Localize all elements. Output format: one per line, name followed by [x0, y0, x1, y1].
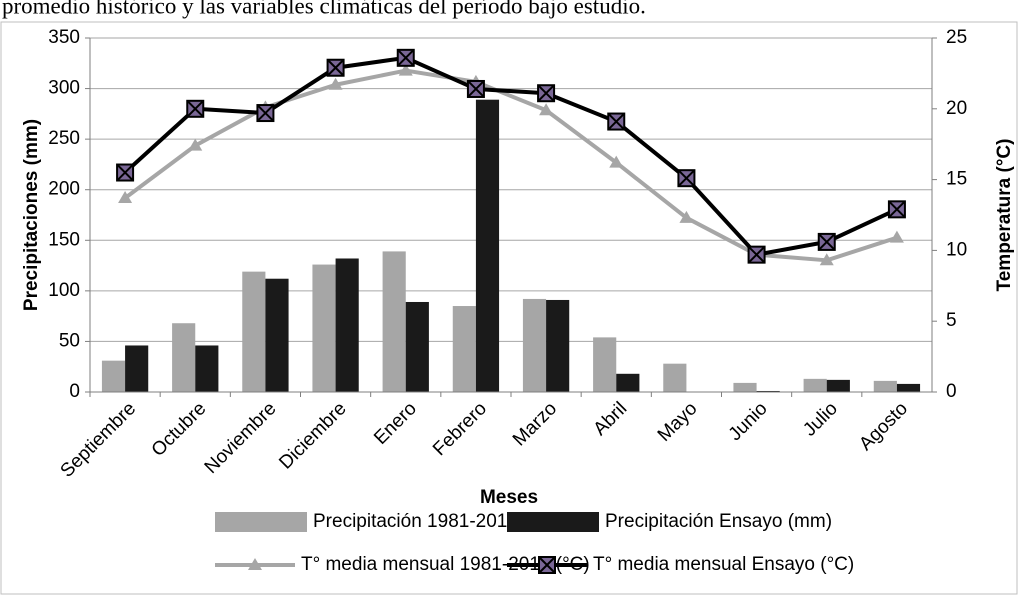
bar: [335, 258, 359, 392]
legend-label: T° media mensual Ensayo (°C): [593, 554, 854, 575]
line-marker: [889, 230, 904, 243]
legend-label: Precipitación 1981-2010 (mm): [313, 511, 568, 532]
line-marker-x: [539, 557, 555, 573]
y2-tick-label: 20: [946, 98, 967, 119]
y2-tick-label: 0: [946, 381, 957, 402]
x-tick-label: Febrero: [429, 398, 491, 460]
line-marker: [609, 155, 624, 168]
y2-tick-label: 25: [946, 27, 967, 48]
y-tick-label: 50: [59, 330, 80, 351]
x-axis-title: Meses: [480, 487, 538, 508]
y-tick-label: 150: [48, 229, 80, 250]
line-marker-x: [117, 164, 133, 181]
bar: [195, 345, 219, 392]
line-marker-x: [678, 170, 695, 186]
line-marker-x: [819, 234, 835, 250]
bar: [312, 264, 336, 392]
bar: [242, 271, 266, 392]
line: [123, 55, 898, 257]
line-marker: [679, 210, 694, 223]
bar: [756, 390, 780, 392]
y-tick-label: 300: [48, 78, 80, 99]
line-marker: [328, 77, 343, 90]
line-marker-x: [538, 85, 554, 101]
line-marker-x: [327, 60, 344, 76]
bar: [873, 380, 897, 392]
x-tick-label: Agosto: [855, 398, 912, 455]
x-tick-label: Marzo: [509, 398, 561, 450]
y2-tick-label: 10: [946, 239, 967, 260]
y-axis-title: Precipitaciones (mm): [21, 119, 42, 311]
line: [123, 68, 898, 263]
caption: promedio histórico y las variables climá…: [2, 0, 646, 18]
y-tick-label: 0: [69, 381, 80, 402]
bar: [733, 382, 757, 392]
x-tick-label: Noviembre: [201, 398, 281, 478]
line-marker-x: [889, 201, 905, 218]
legend-swatch: [507, 512, 599, 532]
x-tick-label: Septiembre: [57, 398, 141, 482]
x-tick-label: Julio: [799, 398, 841, 440]
line-marker-x: [608, 113, 624, 130]
bar: [101, 360, 126, 392]
line-marker-x: [257, 105, 274, 121]
line-marker-x: [398, 50, 414, 66]
y-tick-label: 250: [48, 128, 80, 149]
bar: [452, 306, 476, 392]
chart-frame: [0, 21, 1018, 595]
line-marker: [398, 63, 413, 76]
y-tick-label: 200: [48, 179, 80, 200]
y-tick-label: 100: [48, 280, 80, 301]
line-marker: [819, 253, 834, 266]
x-tick-label: Mayo: [654, 398, 702, 446]
bar: [382, 251, 406, 392]
x-tick-label: Junio: [725, 398, 772, 445]
line-marker: [118, 191, 133, 204]
legend-label: Precipitación Ensayo (mm): [605, 511, 832, 532]
line-marker-x: [468, 81, 484, 97]
bar: [546, 299, 570, 392]
bar: [475, 99, 500, 392]
bar: [826, 379, 850, 392]
bar: [125, 345, 149, 392]
line-marker: [539, 103, 554, 116]
bar: [405, 301, 429, 392]
legend-swatch: [215, 512, 307, 532]
x-tick-label: Enero: [370, 398, 421, 449]
bar: [593, 337, 617, 392]
y2-axis-title: Temperatura (°C): [994, 139, 1015, 292]
bar: [896, 383, 921, 392]
y2-tick-label: 5: [946, 310, 957, 331]
x-tick-label: Octubre: [148, 398, 211, 461]
x-tick-label: Abril: [590, 398, 632, 440]
bar: [616, 373, 640, 392]
line-marker: [248, 558, 262, 570]
y-tick-label: 350: [48, 27, 80, 48]
x-tick-label: Diciembre: [275, 398, 350, 473]
bar: [265, 278, 289, 392]
line-marker-x: [187, 101, 203, 117]
line-marker: [188, 138, 203, 151]
line-marker-x: [748, 246, 765, 263]
bar: [172, 323, 196, 392]
bar: [803, 378, 827, 392]
legend-label: T° media mensual 1981-2010 (°C): [301, 554, 590, 575]
y2-tick-label: 15: [946, 169, 967, 190]
bar: [663, 363, 687, 392]
bar: [522, 298, 547, 392]
